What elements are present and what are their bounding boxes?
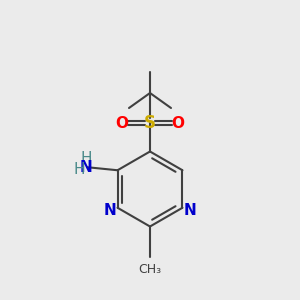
Text: N: N [103, 203, 116, 218]
Text: S: S [144, 114, 156, 132]
Text: O: O [171, 116, 184, 130]
Text: N: N [80, 160, 92, 175]
Text: CH₃: CH₃ [138, 263, 162, 276]
Text: H: H [80, 151, 92, 166]
Text: H: H [74, 162, 85, 177]
Text: N: N [184, 203, 196, 218]
Text: O: O [116, 116, 129, 130]
